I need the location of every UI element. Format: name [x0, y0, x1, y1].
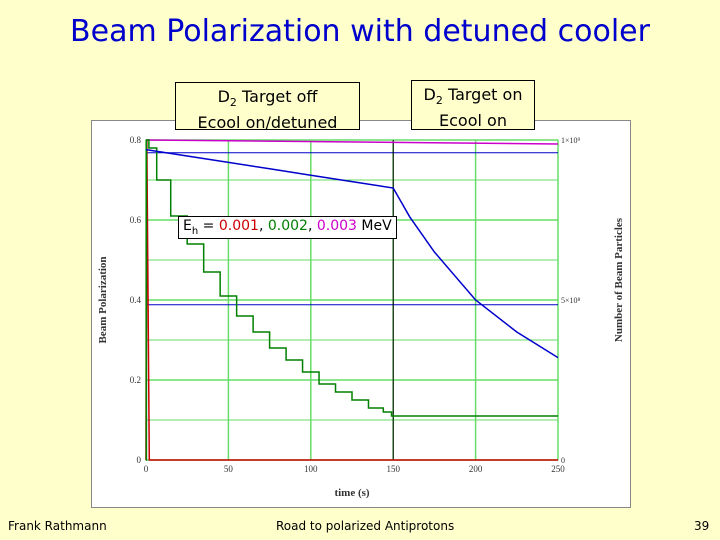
target-off-line1: D2 Target off [217, 87, 318, 110]
footer-talk-title: Road to polarized Antiprotons [276, 519, 455, 533]
x-tick-label: 200 [469, 464, 483, 474]
x-tick-label: 50 [224, 464, 234, 474]
target-on-label: D2 Target on Ecool on [411, 80, 535, 130]
y-left-tick-label: 0.8 [130, 135, 142, 145]
target-on-line2: Ecool on [439, 111, 507, 131]
eh-annotation: Eh = 0.001, 0.002, 0.003 MeV [178, 216, 397, 239]
eh-value-1: 0.001 [218, 218, 259, 234]
target-off-line2: Ecool on/detuned [197, 113, 338, 133]
series-line-1 [145, 139, 559, 145]
x-tick-label: 250 [551, 464, 565, 474]
target-off-label: D2 Target off Ecool on/detuned [175, 82, 360, 133]
page-number: 39 [694, 519, 710, 533]
x-tick-label: 100 [304, 464, 318, 474]
eh-value-2: 0.002 [267, 218, 308, 234]
x-tick-label: 150 [386, 464, 400, 474]
series-line-2 [145, 139, 558, 461]
x-axis-label: time (s) [334, 487, 369, 499]
y-right-tick-label: 1×10⁹ [561, 136, 581, 145]
target-on-line1: D2 Target on [423, 85, 523, 108]
y-right-tick-label: 5×10⁸ [561, 296, 581, 305]
y-left-axis-label: Beam Polarization [97, 256, 109, 343]
y-left-tick-label: 0 [137, 455, 142, 465]
y-right-tick-label: 0 [561, 456, 565, 465]
y-right-axis-label: Number of Beam Particles [613, 217, 625, 342]
y-left-tick-label: 0.4 [130, 295, 142, 305]
series-line-3 [145, 148, 559, 359]
eh-value-3: 0.003 [316, 218, 357, 234]
y-left-tick-label: 0.6 [130, 215, 142, 225]
x-tick-label: 0 [144, 464, 149, 474]
slide-title: Beam Polarization with detuned cooler [70, 14, 650, 49]
y-left-tick-label: 0.2 [130, 375, 141, 385]
footer-author: Frank Rathmann [8, 519, 107, 533]
